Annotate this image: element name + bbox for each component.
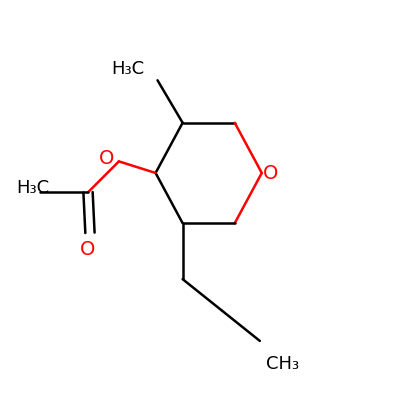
Text: CH₃: CH₃ (266, 355, 299, 373)
Text: O: O (263, 164, 278, 183)
Text: O: O (99, 149, 114, 168)
Text: H₃C: H₃C (16, 180, 50, 198)
Text: O: O (80, 240, 96, 259)
Text: H₃C: H₃C (111, 60, 144, 78)
